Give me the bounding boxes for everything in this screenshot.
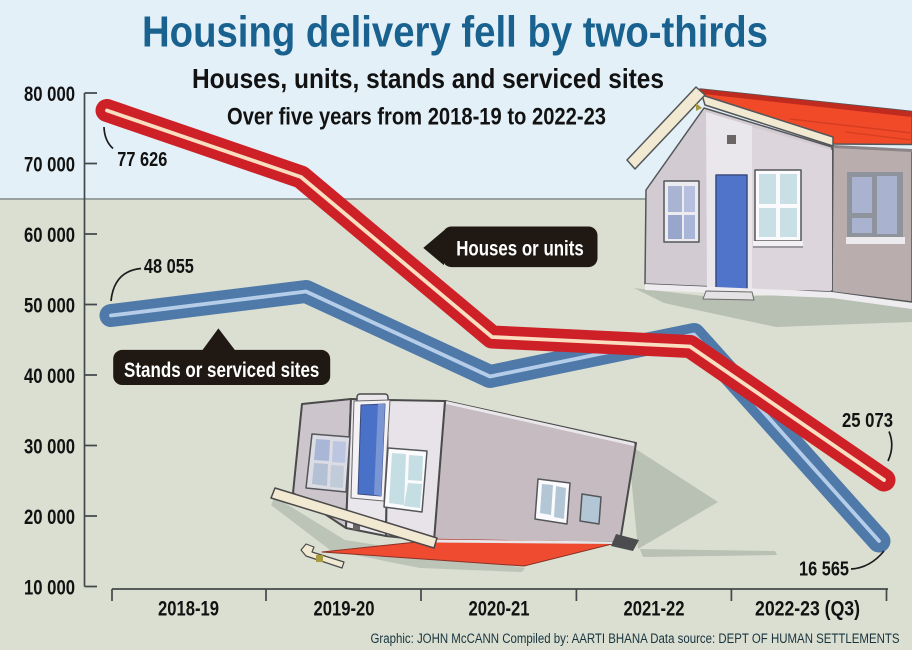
svg-text:Graphic: JOHN McCANN Compiled: Graphic: JOHN McCANN Compiled by: AARTI … <box>371 631 900 646</box>
svg-text:Over five years from 2018-19 t: Over five years from 2018-19 to 2022-23 <box>227 104 606 131</box>
svg-text:80 000: 80 000 <box>24 82 75 106</box>
svg-text:30 000: 30 000 <box>24 435 75 459</box>
svg-text:48 055: 48 055 <box>144 255 194 278</box>
svg-text:70 000: 70 000 <box>24 153 75 177</box>
svg-text:10 000: 10 000 <box>24 576 75 600</box>
svg-text:25 073: 25 073 <box>842 409 893 432</box>
svg-text:40 000: 40 000 <box>24 364 75 388</box>
svg-text:2020-21: 2020-21 <box>469 597 530 621</box>
svg-text:Housing delivery fell by two-t: Housing delivery fell by two-thirds <box>142 8 768 57</box>
svg-text:60 000: 60 000 <box>24 223 75 247</box>
svg-text:77 626: 77 626 <box>117 148 167 171</box>
svg-text:2019-20: 2019-20 <box>314 597 375 621</box>
svg-text:16 565: 16 565 <box>799 558 849 581</box>
svg-text:20 000: 20 000 <box>24 505 75 529</box>
svg-text:Stands or serviced sites: Stands or serviced sites <box>124 359 319 382</box>
svg-text:50 000: 50 000 <box>24 294 75 318</box>
svg-text:2022-23 (Q3): 2022-23 (Q3) <box>755 597 860 621</box>
svg-text:2021-22: 2021-22 <box>624 597 685 621</box>
svg-text:Houses or units: Houses or units <box>456 238 584 261</box>
svg-text:Houses, units, stands and serv: Houses, units, stands and serviced sites <box>192 63 664 94</box>
svg-text:2018-19: 2018-19 <box>158 597 219 621</box>
